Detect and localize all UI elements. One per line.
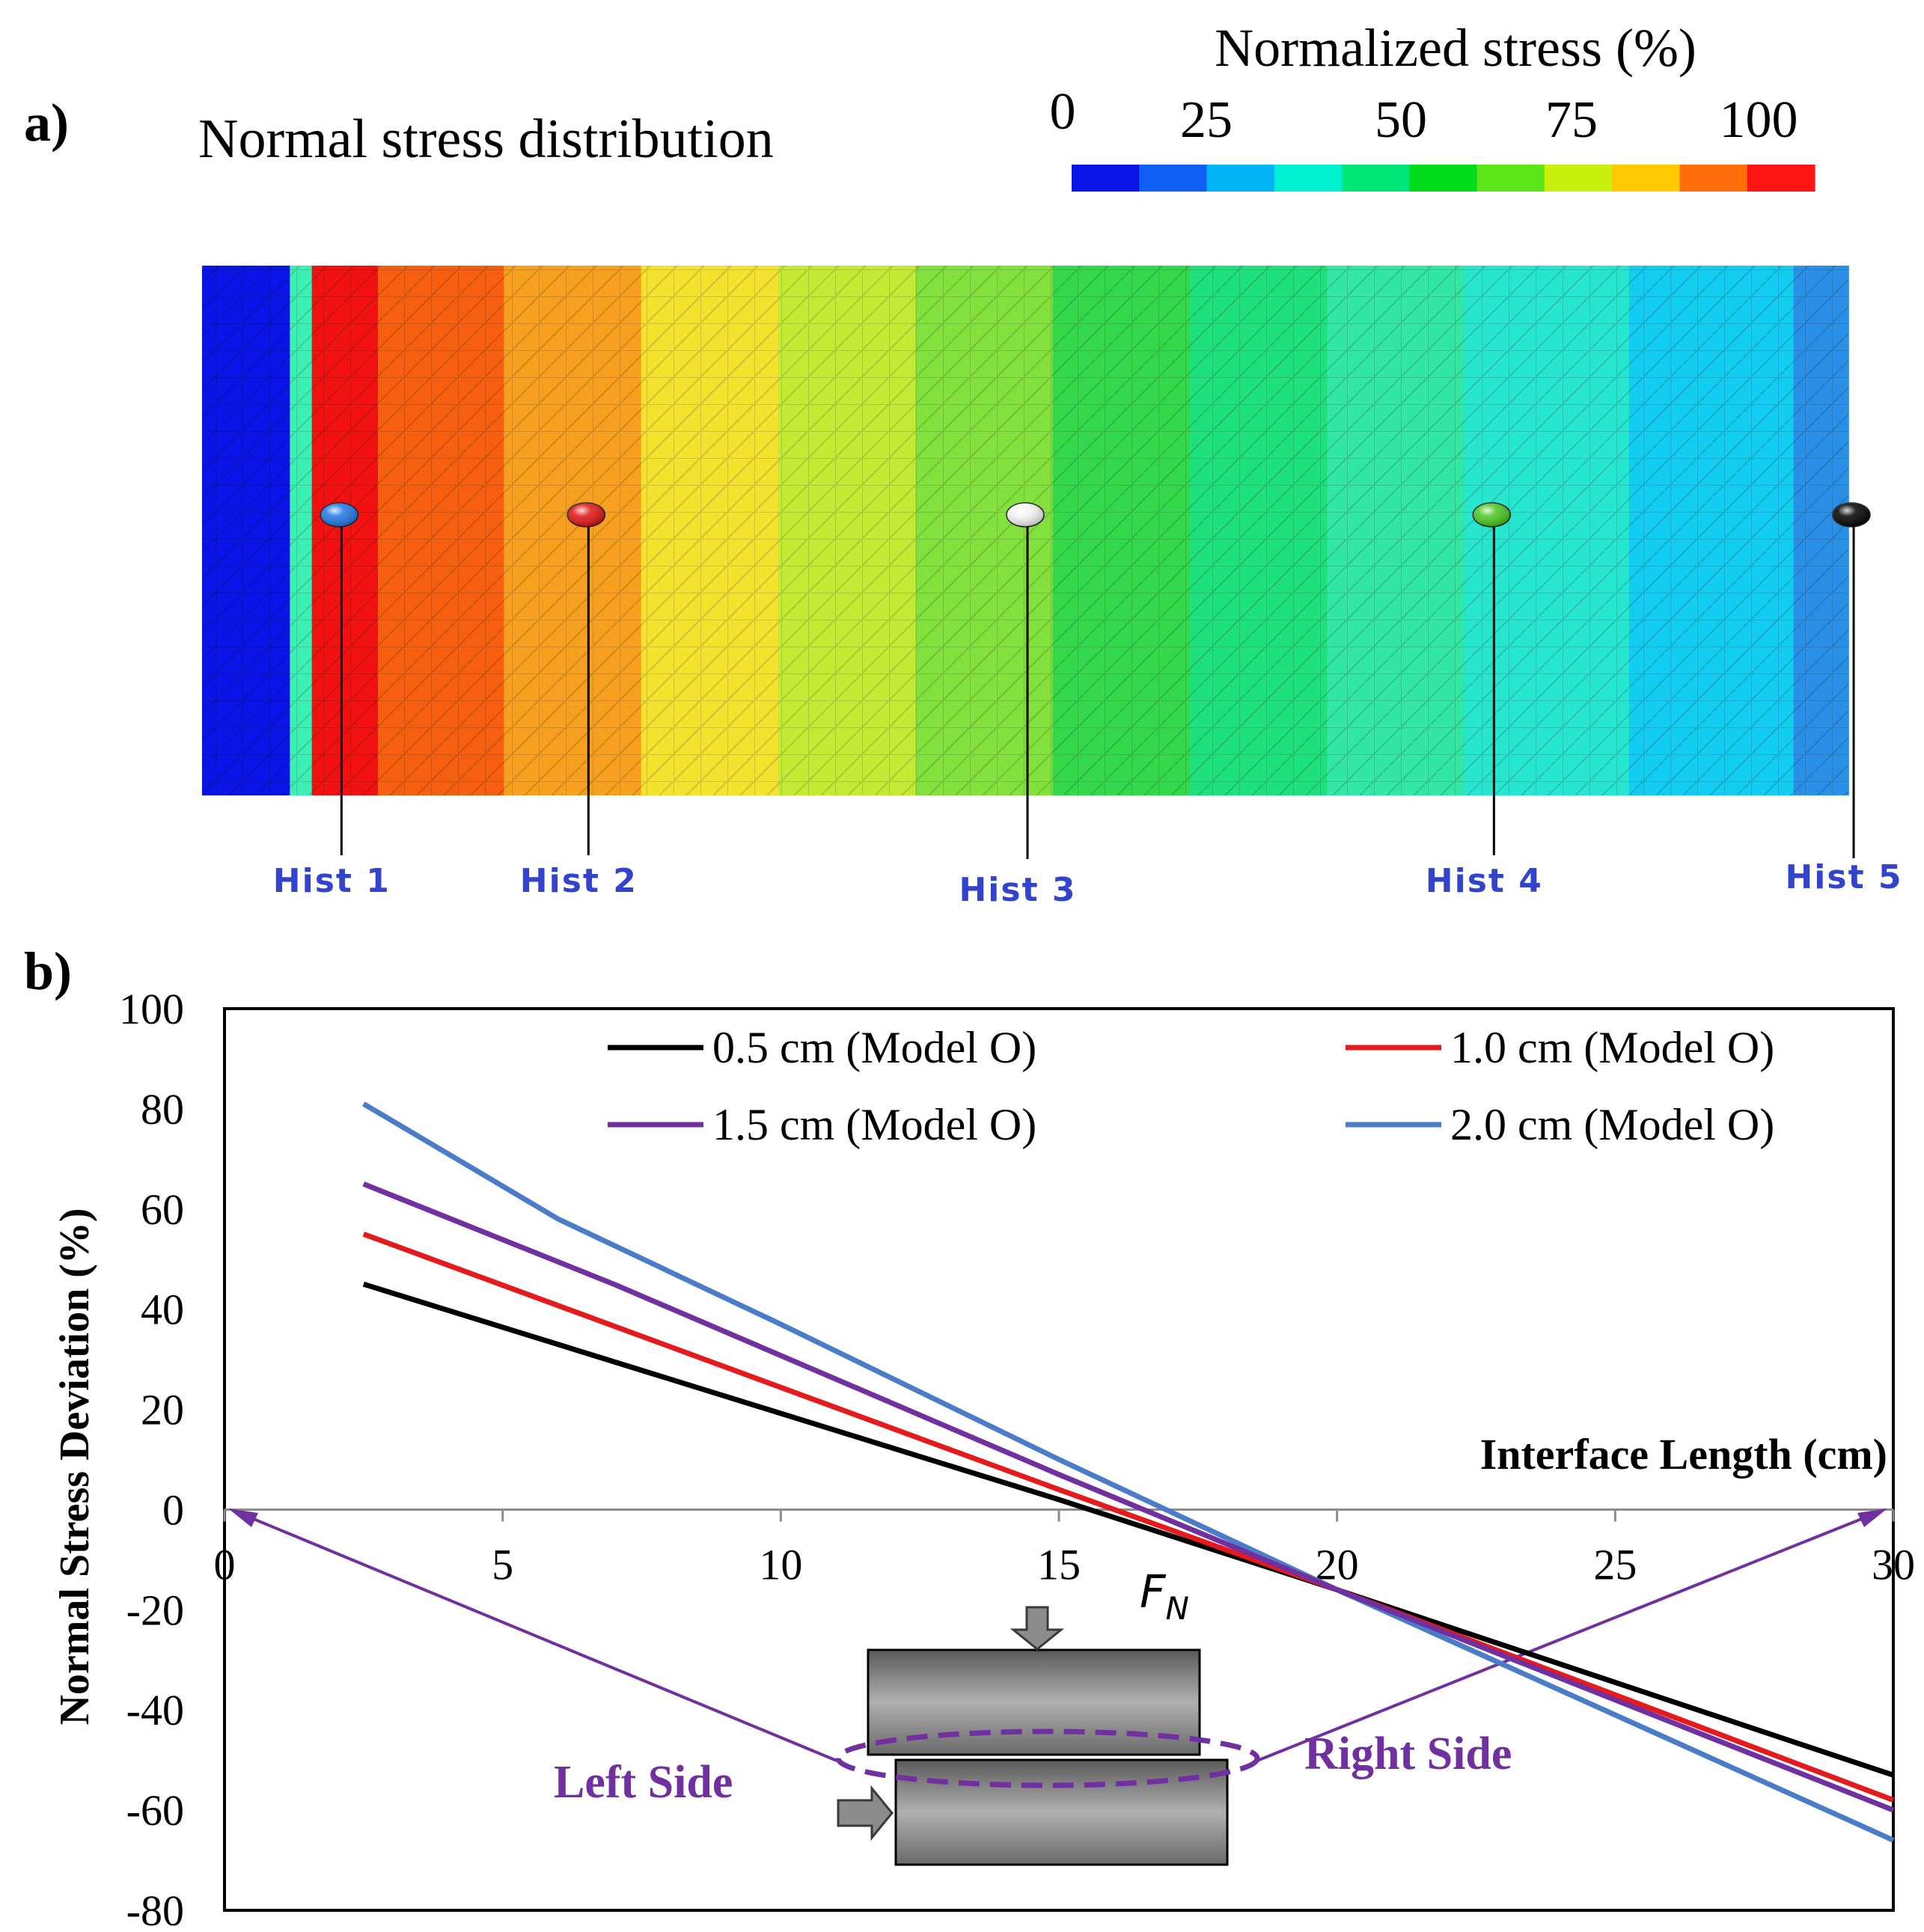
- y-tick-label: 40: [141, 1286, 184, 1334]
- series-line: [362, 1281, 1895, 1778]
- hist-label: Hist 3: [959, 871, 1076, 909]
- y-axis-title: Normal Stress Deviation (%): [52, 1208, 98, 1725]
- hist-marker: Hist 5: [1785, 502, 1902, 896]
- colorbar-cell: [1072, 165, 1140, 192]
- colorbar-title: Normalized stress (%): [1215, 18, 1697, 78]
- legend-entry: 1.0 cm (Model O): [1346, 1023, 1774, 1072]
- hist-ball-highlight: [320, 503, 358, 527]
- legend-entry: 1.5 cm (Model O): [608, 1100, 1036, 1149]
- y-tick-label: -40: [126, 1686, 184, 1734]
- y-tick-label: 0: [162, 1485, 184, 1534]
- hist-marker: Hist 3: [959, 502, 1076, 909]
- legend-label: 1.0 cm (Model O): [1450, 1023, 1774, 1072]
- hist-label: Hist 4: [1426, 862, 1543, 900]
- colorbar-cell: [1206, 165, 1275, 192]
- panel-a-label: a): [24, 93, 69, 153]
- right-side-arrow-line: [1256, 1512, 1875, 1762]
- force-label: FN: [1140, 1566, 1189, 1627]
- normal-force-arrow-icon: [1010, 1606, 1065, 1651]
- colorbar-cells: [1072, 165, 1815, 192]
- y-tick-labels: -80 -60 -40 -20 0 20 40 60 80 100: [119, 985, 184, 1932]
- x-tick-label: 15: [1037, 1540, 1081, 1589]
- x-axis: 0 5 10 15 20 25 30: [214, 1508, 1915, 1589]
- hist-ball-highlight: [1007, 503, 1044, 527]
- x-tick-label: 30: [1872, 1540, 1915, 1589]
- colorbar-cell: [1612, 165, 1681, 192]
- series-line: [362, 1101, 1895, 1843]
- y-tick-label: 100: [119, 985, 184, 1033]
- y-tick-label: 20: [141, 1386, 184, 1434]
- hist-ball-highlight: [1473, 503, 1511, 527]
- colorbar-tick-labels: 0 25 50 75 100: [1050, 83, 1798, 149]
- stress-field-mesh: [202, 266, 1848, 795]
- x-tick-label: 5: [492, 1540, 513, 1589]
- colorbar-tick-label: 50: [1375, 91, 1427, 149]
- colorbar-tick-label: 25: [1180, 91, 1233, 149]
- colorbar-tick-label: 100: [1720, 91, 1798, 149]
- colorbar-cell: [1747, 165, 1815, 192]
- legend-entry: 0.5 cm (Model O): [608, 1023, 1036, 1072]
- colorbar-tick-label: 75: [1545, 91, 1598, 149]
- series-line: [362, 1181, 1895, 1813]
- stress-field: [202, 266, 1849, 795]
- x-tick-label: 0: [214, 1540, 236, 1589]
- hist-label: Hist 2: [520, 862, 638, 900]
- right-side-arrowhead: [1857, 1508, 1887, 1527]
- hist-label: Hist 5: [1785, 858, 1902, 896]
- left-side-arrowhead: [228, 1508, 258, 1527]
- y-tick-label: -60: [126, 1786, 184, 1835]
- y-tick-label: 80: [141, 1085, 184, 1134]
- colorbar-cell: [1409, 165, 1478, 192]
- panel-a-title: Normal stress distribution: [198, 108, 774, 170]
- colorbar-cell: [1476, 165, 1545, 192]
- hist-marker: Hist 1: [273, 502, 391, 900]
- hist-marker: Hist 2: [520, 502, 638, 900]
- x-axis-title: Interface Length (cm): [1480, 1430, 1887, 1479]
- panel-b-label: b): [24, 941, 72, 1001]
- lower-block: [894, 1758, 1229, 1866]
- hist-marker: Hist 4: [1426, 502, 1543, 900]
- inset-illustration: FN Left Side Right Side: [228, 1508, 1887, 1866]
- legend-label: 2.0 cm (Model O): [1450, 1100, 1774, 1149]
- colorbar-tick-label: 0: [1050, 83, 1076, 141]
- series-lines: [362, 1101, 1895, 1843]
- legend-label: 1.5 cm (Model O): [712, 1100, 1036, 1149]
- colorbar-cell: [1544, 165, 1613, 192]
- y-tick-label: -80: [126, 1886, 184, 1932]
- shear-force-arrow-icon: [837, 1785, 894, 1841]
- panel-a: a) Normal stress distribution Normalized…: [24, 18, 1902, 909]
- legend-label: 0.5 cm (Model O): [712, 1023, 1036, 1072]
- left-side-arrow-line: [240, 1512, 837, 1762]
- y-tick-label: 60: [141, 1185, 184, 1234]
- y-tick-label: -20: [126, 1586, 184, 1634]
- colorbar: Normalized stress (%) 0 25 50 75 100: [1050, 18, 1815, 192]
- legend: 0.5 cm (Model O) 1.0 cm (Model O) 1.5 cm (…: [608, 1023, 1774, 1149]
- colorbar-cell: [1342, 165, 1410, 192]
- hist-label: Hist 1: [273, 862, 391, 900]
- panel-b: b) -80 -60 -40 -20 0 20 40 60 80 100 0 5 10 15 20 25 30…: [24, 941, 1915, 1932]
- x-tick-label: 25: [1593, 1540, 1637, 1589]
- hist-ball-highlight: [567, 503, 605, 527]
- series-line: [362, 1232, 1895, 1803]
- legend-entry: 2.0 cm (Model O): [1346, 1100, 1774, 1149]
- right-side-label: Right Side: [1304, 1728, 1512, 1779]
- colorbar-cell: [1679, 165, 1748, 192]
- colorbar-cell: [1274, 165, 1343, 192]
- x-tick-label: 10: [759, 1540, 802, 1589]
- plot-area: [223, 1007, 1895, 1912]
- hist-ball-highlight: [1833, 503, 1870, 527]
- colorbar-cell: [1139, 165, 1208, 192]
- interface-ellipse: [835, 1728, 1260, 1788]
- hist-points: Hist 1 Hist 2 Hist 3 Hist 4 Hist 5: [273, 502, 1902, 909]
- left-side-label: Left Side: [554, 1757, 733, 1808]
